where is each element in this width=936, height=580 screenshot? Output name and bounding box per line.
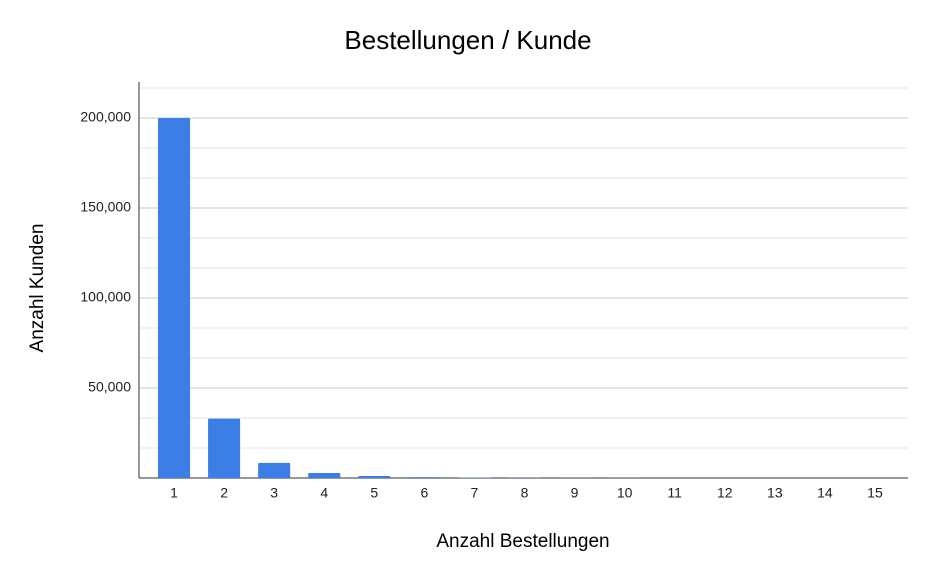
x-tick-label: 6 [420, 485, 428, 501]
x-tick-label: 15 [867, 485, 883, 501]
bar [158, 118, 191, 479]
y-tick-label: 50,000 [88, 379, 131, 395]
bar [458, 477, 491, 478]
x-tick-label: 13 [767, 485, 783, 501]
chart-title: Bestellungen / Kunde [344, 25, 591, 55]
bar [308, 472, 341, 478]
bar [208, 418, 241, 478]
x-tick-label: 12 [717, 485, 733, 501]
x-tick-label: 3 [270, 485, 278, 501]
y-axis-title: Anzahl Kunden [27, 224, 48, 353]
y-tick-label: 100,000 [80, 289, 131, 305]
x-tick-label: 1 [170, 485, 178, 501]
y-tick-label: 200,000 [80, 109, 131, 125]
x-tick-label: 14 [817, 485, 833, 501]
x-tick-label: 9 [571, 485, 579, 501]
x-tick-label: 5 [370, 485, 378, 501]
x-tick-label: 2 [220, 485, 228, 501]
bar [258, 462, 291, 478]
x-tick-label: 11 [667, 485, 682, 501]
x-tick-label: 4 [320, 485, 328, 501]
bar [358, 476, 391, 478]
x-tick-label: 8 [521, 485, 529, 501]
x-axis-title: Anzahl Bestellungen [436, 531, 609, 552]
y-tick-label: 150,000 [80, 199, 131, 215]
x-tick-label: 7 [471, 485, 479, 501]
bar [408, 477, 441, 478]
x-tick-label: 10 [617, 485, 633, 501]
